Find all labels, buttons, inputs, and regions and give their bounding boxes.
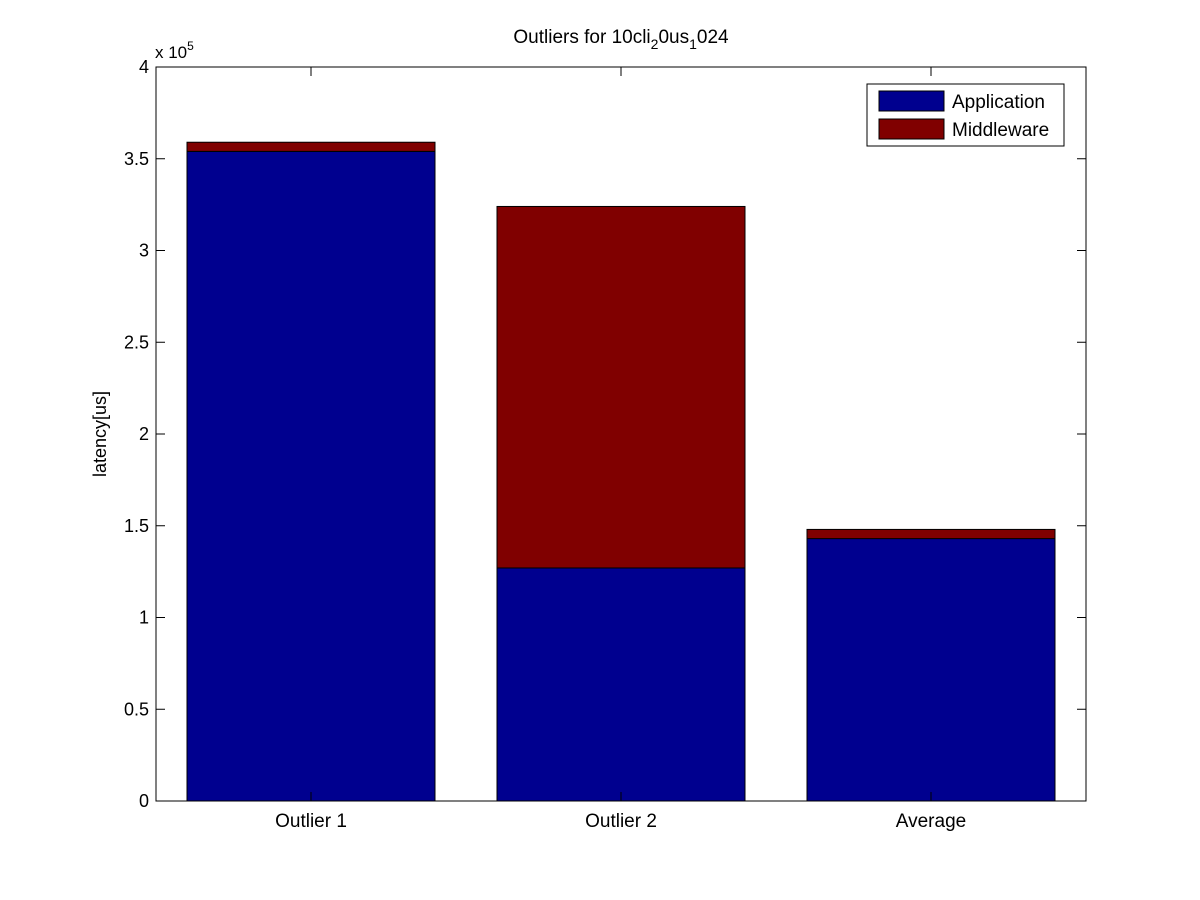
legend-swatch-application (878, 90, 945, 112)
y-tick-label: 3 (139, 241, 149, 261)
y-tick-label: 0 (139, 791, 149, 811)
y-tick-label: 1.5 (124, 516, 149, 536)
bar-middleware-outlier-1 (186, 141, 436, 152)
y-tick-label: 4 (139, 57, 149, 77)
x-tick-label: Average (896, 811, 966, 832)
x-tick-label: Outlier 2 (585, 811, 657, 832)
legend-label-middleware: Middleware (952, 120, 1049, 141)
plot-area-frame (155, 66, 1087, 802)
y-tick-label: 3.5 (124, 149, 149, 169)
legend: Application Middleware (866, 83, 1065, 147)
bars-layer (186, 141, 1056, 802)
y-tick-label: 2 (139, 424, 149, 444)
y-axis-exponent: x 105 (155, 39, 194, 62)
ticks-layer: 0 0.5 1 1.5 2 2.5 3 3.5 4 Outlier 1 Outlier 2 Avera… (124, 57, 1086, 832)
bar-application-average (806, 538, 1056, 802)
y-tick-label: 2.5 (124, 332, 149, 352)
x-tick-label: Outlier 1 (275, 811, 347, 832)
y-axis-label: latency[us] (90, 391, 110, 477)
y-tick-label: 1 (139, 608, 149, 628)
bar-middleware-average (806, 528, 1056, 540)
bar-application-outlier-2 (496, 567, 746, 802)
legend-swatch-middleware (878, 118, 945, 140)
y-tick-label: 0.5 (124, 699, 149, 719)
bar-application-outlier-1 (186, 150, 436, 802)
bar-middleware-outlier-2 (496, 205, 746, 569)
legend-label-application: Application (952, 92, 1045, 113)
chart-title: Outliers for 10cli20us1024 (513, 27, 729, 52)
